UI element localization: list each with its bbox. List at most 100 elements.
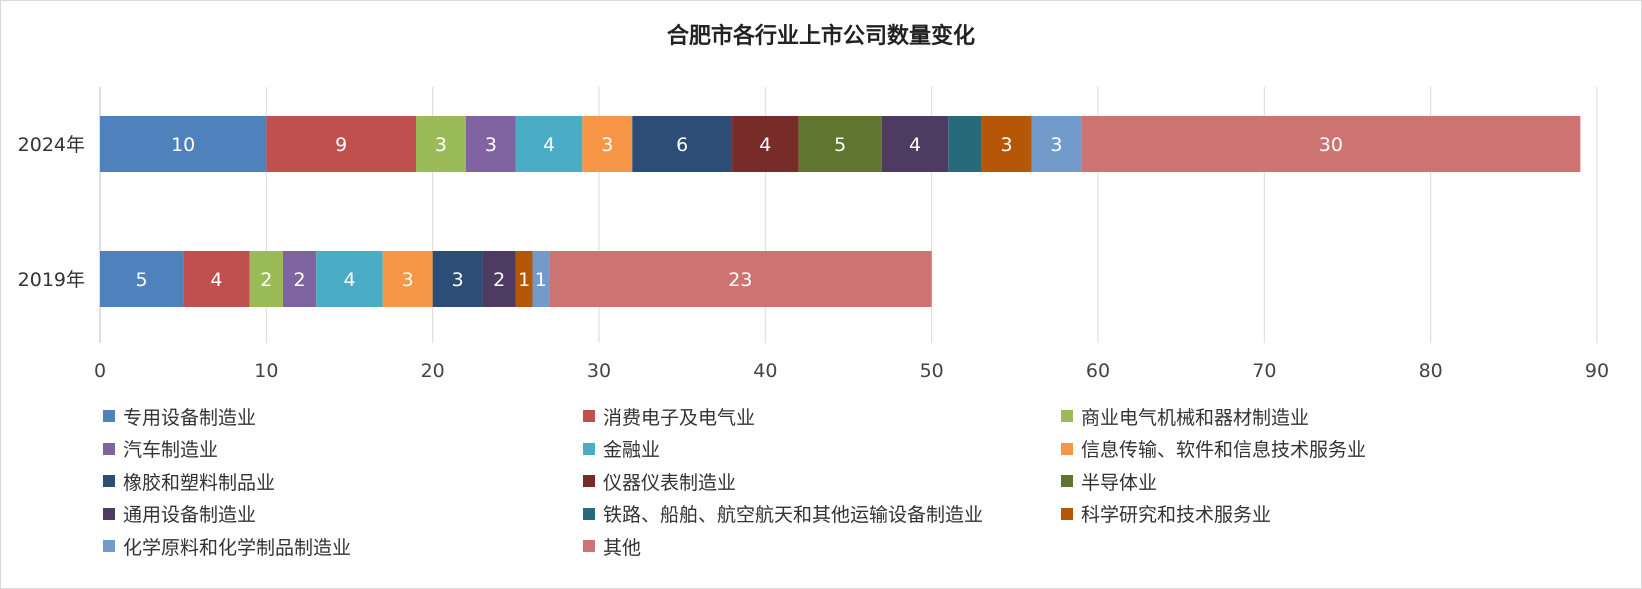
bar-segment [981,116,1032,172]
data-label: 3 [452,269,464,291]
bar-segment [732,116,799,172]
legend-item: 金融业 [583,436,660,462]
legend-label: 商业电气机械和器材制造业 [1081,406,1310,429]
legend-label: 铁路、船舶、航空航天和其他运输设备制造业 [603,504,984,526]
x-tick-label: 50 [920,360,944,382]
legend-label: 消费电子及电气业 [603,406,756,429]
x-tick-label: 40 [753,360,777,382]
y-category-label: 2019年 [18,269,85,291]
legend-label: 科学研究和技术服务业 [1081,504,1272,526]
bar-segment [482,251,516,307]
bar-segment [465,116,516,172]
bar-segment [549,251,932,307]
bar-segment [266,116,417,172]
data-label: 4 [759,134,771,156]
data-label: 9 [335,134,347,156]
legend-label: 其他 [603,536,642,559]
legend-swatch [583,540,595,552]
bar-segment [249,251,283,307]
legend-label: 橡胶和塑料制品业 [123,471,276,494]
legend-swatch [103,507,115,520]
y-category-label: 2024年 [18,134,85,156]
bar-segment [582,116,633,172]
bar-segment [100,116,267,172]
bar-segment [881,116,949,172]
data-label: 5 [136,269,148,291]
legend-item: 商业电气机械和器材制造业 [1061,403,1309,429]
chart-title: 合肥市各行业上市公司数量变化 [666,24,975,49]
legend-swatch [103,540,115,552]
bar-segment [1081,116,1581,172]
bar-segment [100,251,184,307]
legend-item: 通用设备制造业 [103,501,256,527]
data-label: 4 [543,134,555,156]
legend-swatch [583,475,595,487]
legend-swatch [1061,442,1073,455]
legend-swatch [103,442,115,455]
bar-segment [532,251,550,307]
legend-item: 仪器仪表制造业 [583,468,736,494]
bar-segment [432,251,483,307]
legend-swatch [583,410,595,422]
legend-label: 专用设备制造业 [123,406,257,429]
legend-label: 仪器仪表制造业 [603,471,737,494]
legend-item: 信息传输、软件和信息技术服务业 [1061,436,1366,462]
legend-swatch [1061,507,1073,520]
x-tick-label: 0 [94,360,106,382]
bar-segment [798,116,882,172]
legend-item: 消费电子及电气业 [583,403,755,429]
legend-label: 化学原料和化学制品制造业 [123,536,352,559]
data-label: 2 [260,269,272,291]
bar-segment [515,251,533,307]
legend-item: 其他 [583,533,641,559]
legend-item: 专用设备制造业 [103,403,256,429]
legend-swatch [583,442,595,455]
data-label: 3 [435,134,447,156]
bar-segment [515,116,583,172]
legend-label: 汽车制造业 [123,439,219,461]
data-label: 30 [1319,134,1343,156]
bar-segment [282,251,317,307]
legend-item: 半导体业 [1061,468,1157,494]
x-tick-label: 70 [1252,360,1276,382]
data-label: 3 [402,269,414,291]
data-label: 2 [294,269,306,291]
data-label: 4 [210,269,222,291]
x-tick-label: 60 [1086,360,1110,382]
legend-item: 汽车制造业 [103,436,218,462]
legend-item: 铁路、船舶、航空航天和其他运输设备制造业 [583,501,983,527]
bar-segment [1031,116,1082,172]
legend-label: 通用设备制造业 [123,504,257,526]
x-tick-label: 20 [421,360,445,382]
x-tick-label: 80 [1419,360,1443,382]
data-label: 1 [535,269,547,291]
data-label: 5 [834,134,846,156]
x-tick-label: 10 [254,360,278,382]
legend-swatch [1061,410,1073,422]
bar-segment [416,116,466,172]
legend-label: 金融业 [603,439,661,461]
x-tick-label: 90 [1585,360,1609,382]
legend-item: 化学原料和化学制品制造业 [103,533,351,559]
data-label: 3 [485,134,497,156]
x-tick-label: 30 [587,360,611,382]
data-label: 4 [909,134,921,156]
bar-segment [183,251,250,307]
data-label: 1 [518,269,530,291]
data-label: 3 [1000,134,1012,156]
legend-swatch [1061,475,1073,487]
legend-swatch [103,410,115,422]
bar-segment [632,116,733,172]
data-label: 23 [728,269,752,291]
data-label: 4 [343,269,355,291]
legend-item: 橡胶和塑料制品业 [103,468,275,494]
legend-swatch [583,507,595,520]
bar-segment [948,116,982,172]
legend-label: 信息传输、软件和信息技术服务业 [1081,439,1367,461]
data-label: 3 [601,134,613,156]
legend-swatch [103,475,115,487]
data-label: 10 [171,134,195,156]
data-label: 2 [493,269,505,291]
legend-label: 半导体业 [1081,471,1158,494]
